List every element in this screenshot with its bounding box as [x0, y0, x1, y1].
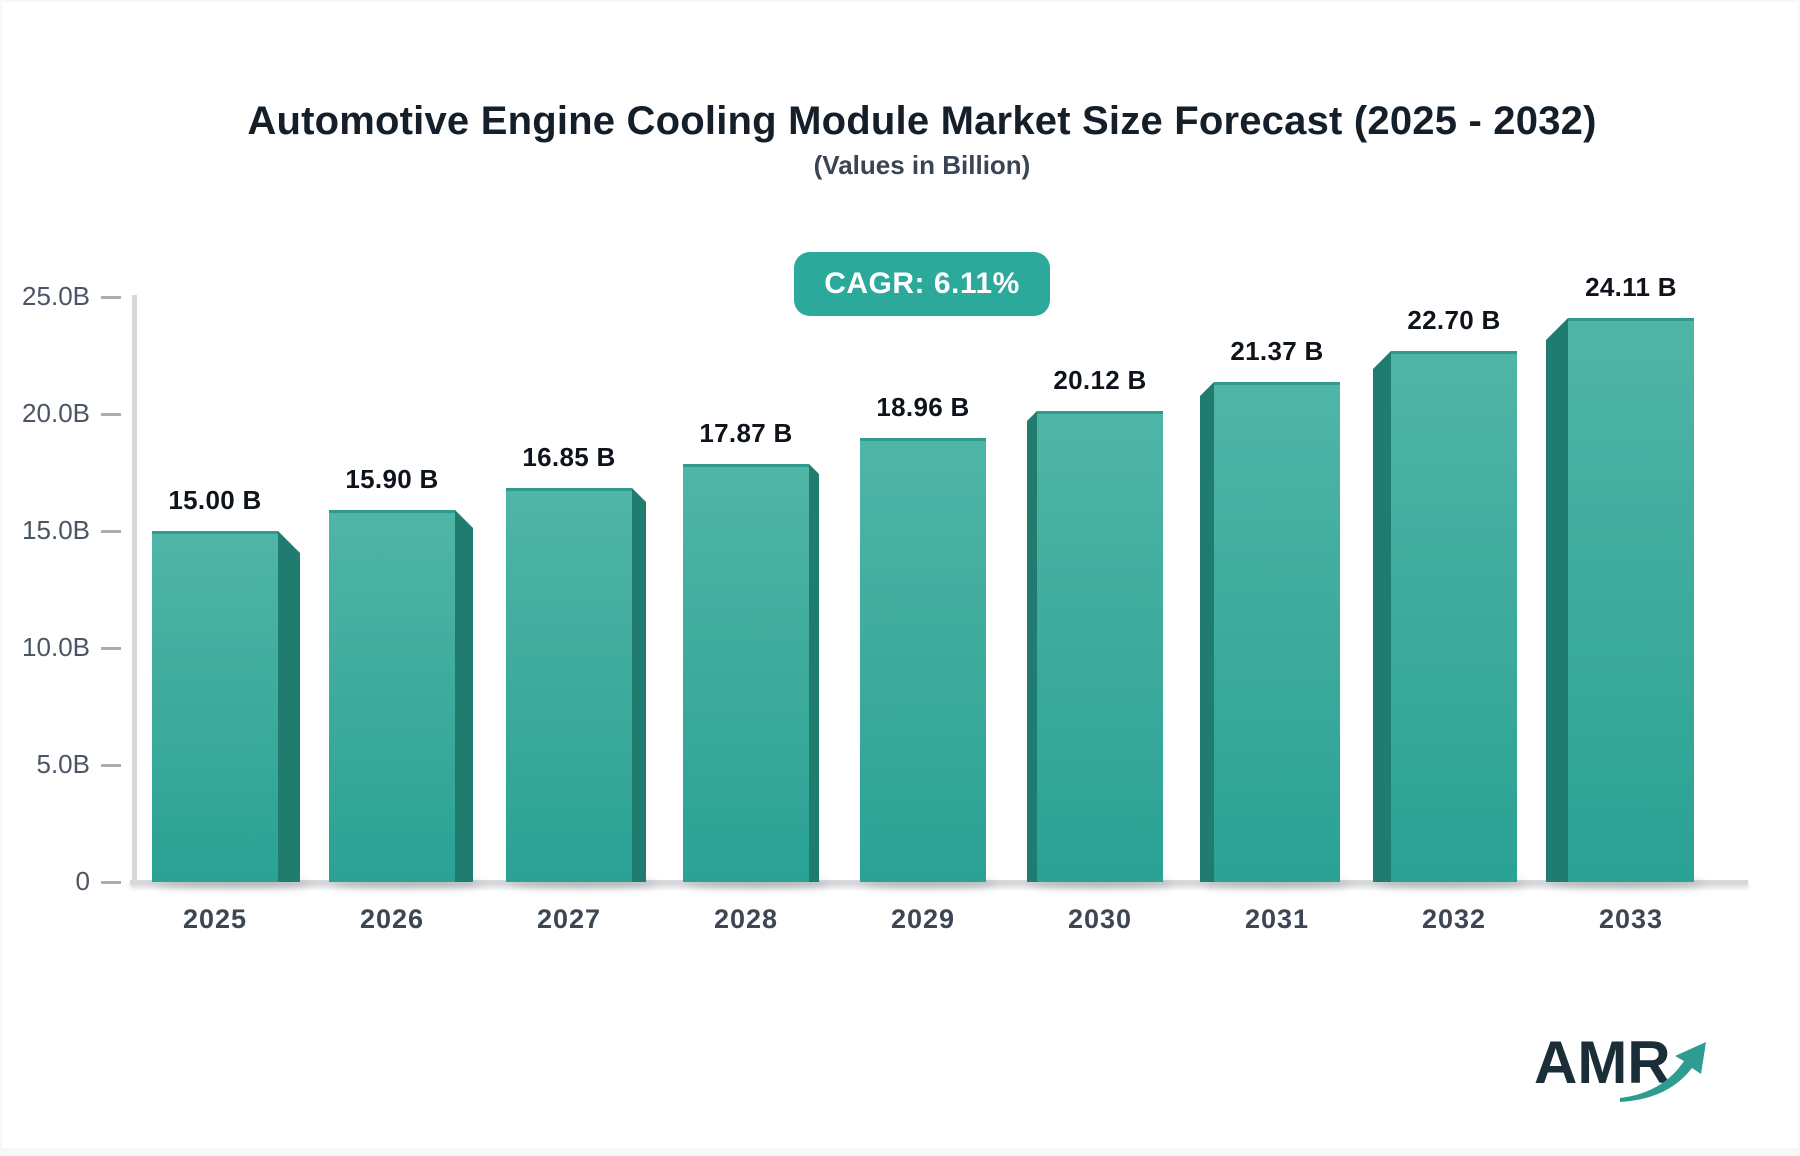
y-tick-label: 0 — [75, 866, 90, 896]
x-tick-label: 2027 — [536, 904, 602, 934]
bar-ground-shadow — [685, 880, 829, 888]
bar-side-face — [1200, 382, 1214, 882]
bar-ground-shadow — [1375, 880, 1527, 888]
bar-side-face — [278, 531, 300, 882]
x-tick-label: 2026 — [359, 904, 425, 934]
chart-subtitle: (Values in Billion) — [813, 150, 1031, 180]
bar-2027 — [506, 488, 646, 882]
x-tick-label: 2030 — [1067, 904, 1133, 934]
amr-logo: AMR — [1534, 1028, 1734, 1118]
growth-arrow-icon — [1620, 1042, 1706, 1102]
y-tick-label: 5.0B — [36, 749, 91, 779]
bar-value-label: 17.87 B — [699, 418, 793, 448]
bar-side-face — [1546, 318, 1568, 882]
x-tick-label: 2028 — [713, 904, 779, 934]
bar-2030 — [1027, 411, 1163, 882]
y-tick-label: 10.0B — [22, 632, 90, 662]
bar-front-face — [506, 488, 632, 882]
bar-value-label: 20.12 B — [1053, 365, 1147, 395]
y-tick-dash — [101, 296, 121, 299]
bar-value-label: 22.70 B — [1407, 305, 1501, 335]
bar-2026 — [329, 510, 473, 882]
cagr-badge-wrap: CAGR: 6.11% — [46, 252, 1798, 316]
bar-value-label: 18.96 B — [876, 392, 970, 422]
bar-front-face — [1037, 411, 1163, 882]
bar-value-label: 15.00 B — [168, 485, 262, 515]
x-tick-label: 2025 — [182, 904, 248, 934]
bar-side-face — [1027, 411, 1037, 882]
bar-ground-shadow — [1548, 880, 1704, 888]
bar-value-label: 16.85 B — [522, 442, 616, 472]
y-tick-dash — [101, 413, 121, 416]
y-tick-label: 25.0B — [22, 281, 90, 311]
bar-front-face — [1391, 351, 1517, 882]
bar-ground-shadow — [862, 880, 996, 888]
bar-2033 — [1546, 318, 1694, 882]
chart-title: Automotive Engine Cooling Module Market … — [247, 99, 1597, 143]
bar-2032 — [1373, 351, 1517, 882]
cagr-badge: CAGR: 6.11% — [794, 252, 1050, 316]
bar-front-face — [329, 510, 455, 882]
bar-2025 — [152, 531, 300, 882]
bar-side-face — [1373, 351, 1391, 882]
y-tick-dash — [101, 647, 121, 650]
bar-side-face — [632, 488, 646, 882]
bar-2028 — [683, 464, 819, 882]
bar-front-face — [860, 438, 986, 882]
amr-logo-text: AMR — [1534, 1029, 1671, 1096]
bar-ground-shadow — [508, 880, 656, 888]
bar-2031 — [1200, 382, 1340, 882]
x-tick-label: 2031 — [1244, 904, 1310, 934]
bar-value-label: 24.11 B — [1585, 272, 1677, 302]
x-tick-label: 2032 — [1421, 904, 1487, 934]
y-tick-dash — [101, 530, 121, 533]
y-tick-label: 20.0B — [22, 398, 90, 428]
bar-2029 — [860, 438, 986, 882]
bar-ground-shadow — [331, 880, 483, 888]
bar-value-label: 21.37 B — [1230, 336, 1324, 366]
bar-ground-shadow — [154, 880, 310, 888]
bar-front-face — [1568, 318, 1694, 882]
bar-side-face — [455, 510, 473, 882]
y-tick-dash — [101, 881, 121, 884]
x-tick-label: 2029 — [890, 904, 956, 934]
x-tick-label: 2033 — [1598, 904, 1664, 934]
bar-front-face — [152, 531, 278, 882]
bar-ground-shadow — [1202, 880, 1350, 888]
y-tick-label: 15.0B — [22, 515, 90, 545]
y-tick-dash — [101, 764, 121, 767]
bar-ground-shadow — [1029, 880, 1173, 888]
y-axis-line — [132, 295, 137, 882]
bar-value-label: 15.90 B — [345, 464, 439, 494]
bar-side-face — [809, 464, 819, 882]
bar-front-face — [683, 464, 809, 882]
bar-front-face — [1214, 382, 1340, 882]
x-axis-line — [130, 880, 1748, 885]
